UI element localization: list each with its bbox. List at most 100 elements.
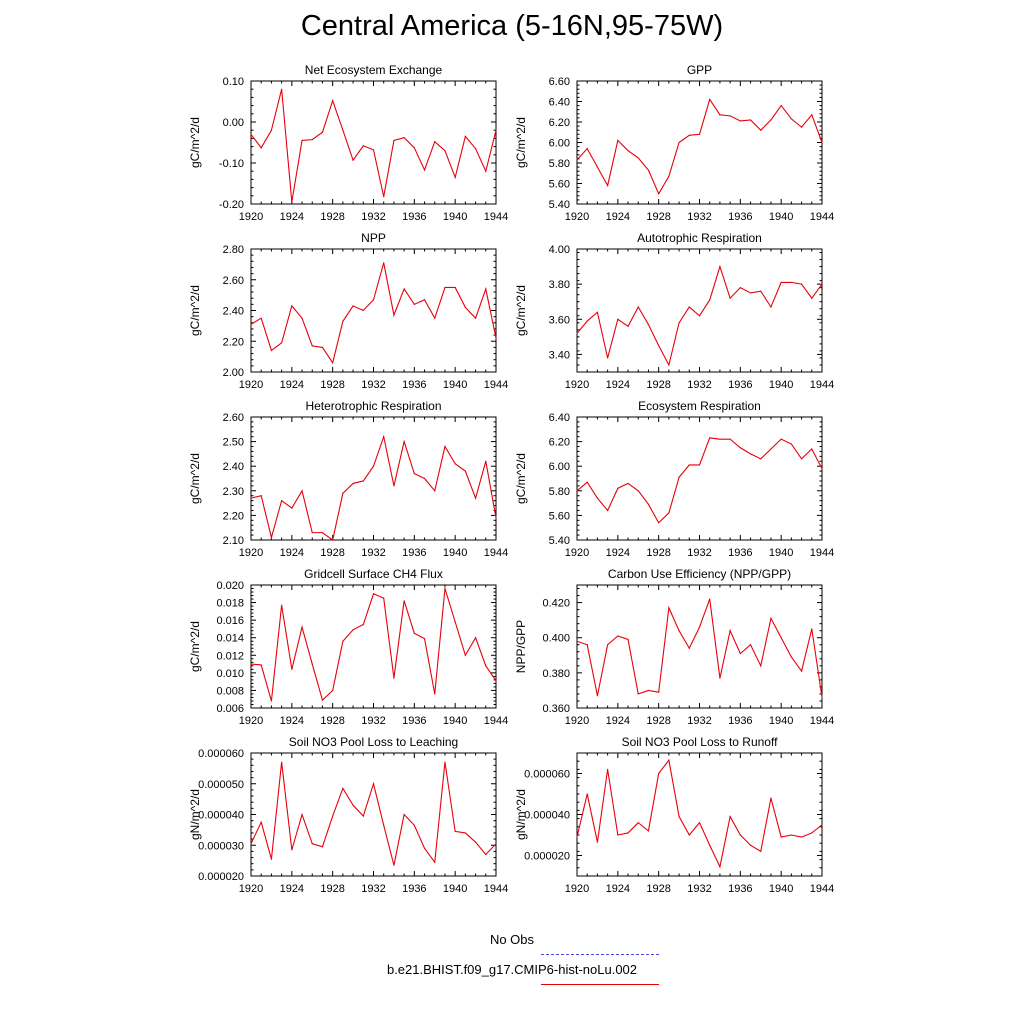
y-tick-label: 3.60 [549,314,570,326]
data-point [485,853,487,856]
data-point [637,306,639,308]
data-point [474,497,477,499]
y-tick-label: 2.10 [223,535,244,547]
data-point [301,490,303,492]
x-tick-label: 1924 [606,379,630,391]
x-tick-label: 1940 [443,547,467,559]
x-tick-label: 1924 [606,211,630,223]
data-point [811,448,813,450]
data-point [352,804,354,806]
data-point [332,815,334,817]
data-point [321,532,324,534]
data-point [719,677,721,679]
data-point [647,830,650,832]
y-tick-label: 2.00 [223,367,244,379]
chart-panel-10: Soil NO3 Pool Loss to Runoff gN/m^2/d 1920… [514,735,834,895]
data-point [413,147,415,149]
series-line [250,762,497,866]
data-point [454,286,456,289]
chart-panel-2: GPP gC/m^2/d 1920 1924 1928 1932 1936 1940 1944 5… [514,63,834,223]
data-point [464,832,466,834]
chart-title: GPP [687,63,712,77]
x-tick-label: 1940 [769,547,793,559]
x-tick-label: 1944 [810,883,834,895]
series-line [250,89,497,203]
y-tick-label: 6.20 [549,117,570,129]
data-point [668,364,670,366]
x-tick-label: 1920 [565,883,589,895]
x-tick-label: 1940 [769,211,793,223]
y-tick-label: 0.016 [216,615,244,627]
data-point [464,306,466,309]
data-point [668,512,670,514]
y-tick-label: 2.30 [223,486,244,498]
data-point [790,281,792,283]
data-point [444,150,446,152]
data-point [260,495,262,497]
chart-title: Gridcell Surface CH4 Flux [304,567,443,581]
data-point [790,656,792,658]
x-tick-label: 1920 [565,547,589,559]
data-point [627,638,629,641]
data-point [372,299,375,301]
data-point [291,849,293,851]
data-point [250,133,252,135]
x-tick-label: 1928 [320,211,344,223]
data-point [780,438,782,440]
data-point [678,815,680,818]
data-point [423,477,426,480]
data-point [413,632,415,634]
x-tick-label: 1944 [484,547,508,559]
data-point [821,696,823,699]
chart-title: Net Ecosystem Exchange [305,63,443,77]
data-point [270,858,273,860]
data-point [586,320,588,322]
data-point [485,665,487,667]
x-tick-label: 1920 [565,715,589,727]
y-tick-label: -0.10 [219,158,244,170]
data-point [495,337,497,339]
x-tick-label: 1940 [769,715,793,727]
y-axis-label: NPP/GPP [514,620,528,673]
y-tick-label: 5.60 [549,179,570,191]
chart-panel-8: Carbon Use Efficiency (NPP/GPP) NPP/GPP 19… [514,567,834,727]
data-point [729,115,731,117]
data-point [709,598,711,600]
y-tick-label: 0.10 [223,76,244,88]
x-tick-label: 1944 [484,211,508,223]
chart-title: NPP [361,231,386,245]
data-point [576,640,578,642]
data-point [423,637,426,640]
chart-title: Heterotrophic Respiration [305,399,441,413]
data-point [383,436,385,438]
data-point [485,288,487,290]
series-line [250,262,497,365]
y-axis-label: gC/m^2/d [188,621,202,672]
data-point [596,311,599,313]
data-point [444,761,446,763]
data-point [321,346,324,348]
data-point [454,176,456,178]
y-tick-label: 3.40 [549,349,570,361]
y-axis-label: gN/m^2/d [514,789,528,840]
x-tick-label: 1928 [320,379,344,391]
x-tick-label: 1920 [239,883,263,895]
data-point [790,443,792,445]
data-point [495,129,497,131]
x-tick-label: 1920 [565,379,589,391]
data-point [760,665,762,667]
data-point [270,700,273,702]
y-tick-label: 0.018 [216,598,244,610]
x-tick-label: 1932 [687,547,711,559]
data-point [770,306,772,308]
x-tick-label: 1944 [484,379,508,391]
data-point [719,265,721,268]
data-point [749,292,752,294]
chart-title: Soil NO3 Pool Loss to Runoff [622,735,779,749]
x-tick-label: 1928 [646,547,670,559]
data-point [444,445,446,448]
data-point [434,693,436,695]
y-tick-label: 0.00 [223,117,244,129]
data-point [811,628,813,630]
x-tick-label: 1924 [280,379,304,391]
